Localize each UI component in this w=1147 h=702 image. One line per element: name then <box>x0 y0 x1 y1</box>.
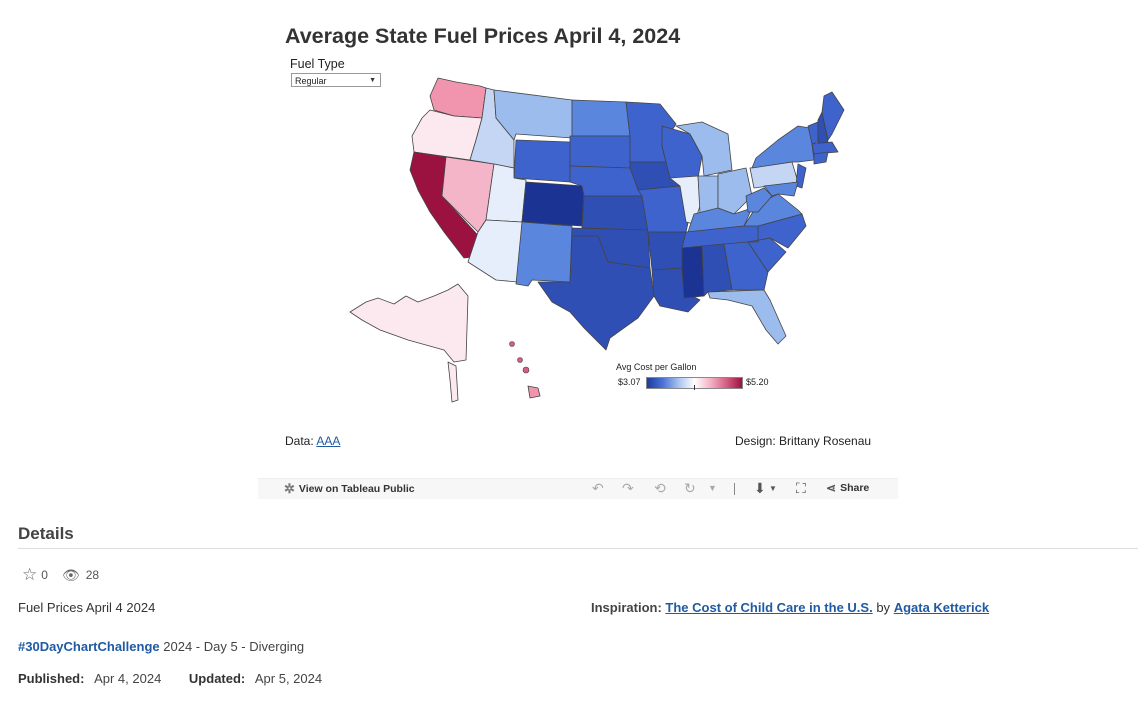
state-wyoming[interactable] <box>513 139 571 183</box>
data-source-link[interactable]: AAA <box>316 434 341 448</box>
inspiration: Inspiration: The Cost of Child Care in t… <box>591 600 989 615</box>
updated-date: Apr 5, 2024 <box>254 671 323 686</box>
fullscreen-icon[interactable]: ⛶ <box>796 480 806 496</box>
legend-title: Avg Cost per Gallon <box>616 362 697 372</box>
state-indiana[interactable] <box>697 175 719 215</box>
state-north-carolina[interactable] <box>747 213 807 249</box>
fuel-type-selected: Regular <box>295 76 327 86</box>
views-count: 28 <box>85 568 100 582</box>
viz-title: Average State Fuel Prices April 4, 2024 <box>285 24 681 48</box>
legend-midpoint-tick <box>694 385 695 390</box>
fuel-type-dropdown[interactable]: Regular ▼ <box>291 73 381 87</box>
hashtag-link[interactable]: #30DayChartChallenge <box>18 639 160 654</box>
hashtag-rest: 2024 - Day 5 - Diverging <box>163 639 305 654</box>
state-connecticut[interactable] <box>813 151 829 165</box>
state-new-york[interactable] <box>751 125 815 169</box>
view-on-tableau-button[interactable]: ✲ View on Tableau Public <box>284 481 415 497</box>
state-texas[interactable] <box>537 235 655 351</box>
tableau-logo-icon: ✲ <box>284 481 295 496</box>
chevron-down-icon[interactable]: ▼ <box>769 484 777 493</box>
state-maryland[interactable] <box>763 181 799 197</box>
inspiration-label: Inspiration: <box>591 600 662 615</box>
undo-icon[interactable]: ↶ <box>592 480 604 496</box>
stats-row: ☆ 0 👁 28 <box>22 565 99 585</box>
share-button[interactable]: ⋖ Share <box>826 481 869 495</box>
data-source: Data: AAA <box>285 434 340 448</box>
state-oregon[interactable] <box>411 109 483 161</box>
state-kansas[interactable] <box>581 195 649 231</box>
state-arkansas[interactable] <box>647 231 687 271</box>
download-icon[interactable]: ⬇ <box>754 480 766 496</box>
published-date: Apr 4, 2024 <box>94 671 162 686</box>
revert-icon[interactable]: ⟲ <box>654 480 666 496</box>
eye-icon: 👁 <box>61 566 80 583</box>
details-divider <box>18 548 1138 549</box>
us-choropleth-map <box>349 77 845 403</box>
legend-min: $3.07 <box>618 377 641 387</box>
state-florida[interactable] <box>707 289 787 345</box>
toolbar-divider <box>734 483 735 495</box>
state-new-mexico[interactable] <box>515 221 573 287</box>
inspiration-author-link[interactable]: Agata Ketterick <box>893 600 990 615</box>
published-label: Published: <box>18 671 85 686</box>
share-label: Share <box>840 482 870 494</box>
hawaii-small-islands <box>509 341 530 374</box>
state-michigan[interactable] <box>675 121 733 177</box>
state-colorado[interactable] <box>521 181 585 227</box>
state-mississippi[interactable] <box>681 245 705 299</box>
inspiration-title-link[interactable]: The Cost of Child Care in the U.S. <box>665 600 873 615</box>
tableau-toolbar: ✲ View on Tableau Public ↶ ↷ ⟲ ↻ ▼ ⬇ ▼ ⛶… <box>258 478 898 499</box>
view-on-tableau-label: View on Tableau Public <box>298 483 415 495</box>
star-icon[interactable]: ☆ <box>22 565 38 584</box>
chevron-down-icon: ▼ <box>369 77 376 84</box>
viz-description: Fuel Prices April 4 2024 <box>18 600 156 615</box>
state-ohio[interactable] <box>717 167 753 215</box>
refresh-icon[interactable]: ↻ <box>684 480 696 496</box>
legend-max: $5.20 <box>746 377 769 387</box>
favorites-count: 0 <box>41 568 48 582</box>
dates-row: Published: Apr 4, 2024 Updated: Apr 5, 2… <box>18 671 322 686</box>
state-georgia[interactable] <box>723 241 769 291</box>
state-hawaii[interactable] <box>527 385 541 399</box>
state-west-virginia[interactable] <box>745 187 773 213</box>
share-icon: ⋖ <box>826 481 837 495</box>
chevron-down-icon[interactable]: ▼ <box>708 483 717 493</box>
state-north-dakota[interactable] <box>571 99 631 137</box>
state-alaska[interactable] <box>349 283 469 363</box>
design-credit: Design: Brittany Rosenau <box>735 434 872 448</box>
state-alabama[interactable] <box>701 243 733 297</box>
fuel-type-label: Fuel Type <box>290 57 345 71</box>
hashtag-line: #30DayChartChallenge 2024 - Day 5 - Dive… <box>18 639 304 654</box>
redo-icon[interactable]: ↷ <box>622 480 634 496</box>
inspiration-by: by <box>876 600 891 615</box>
tableau-viz: Average State Fuel Prices April 4, 2024 … <box>258 0 898 475</box>
state-massachusetts[interactable] <box>811 141 839 155</box>
state-maine[interactable] <box>821 91 845 141</box>
state-south-dakota[interactable] <box>569 135 631 169</box>
data-source-prefix: Data: <box>285 434 314 448</box>
updated-label: Updated: <box>188 671 246 686</box>
state-new-jersey[interactable] <box>795 163 807 189</box>
state-alaska-panhandle[interactable] <box>447 361 459 403</box>
details-heading: Details <box>18 524 74 543</box>
